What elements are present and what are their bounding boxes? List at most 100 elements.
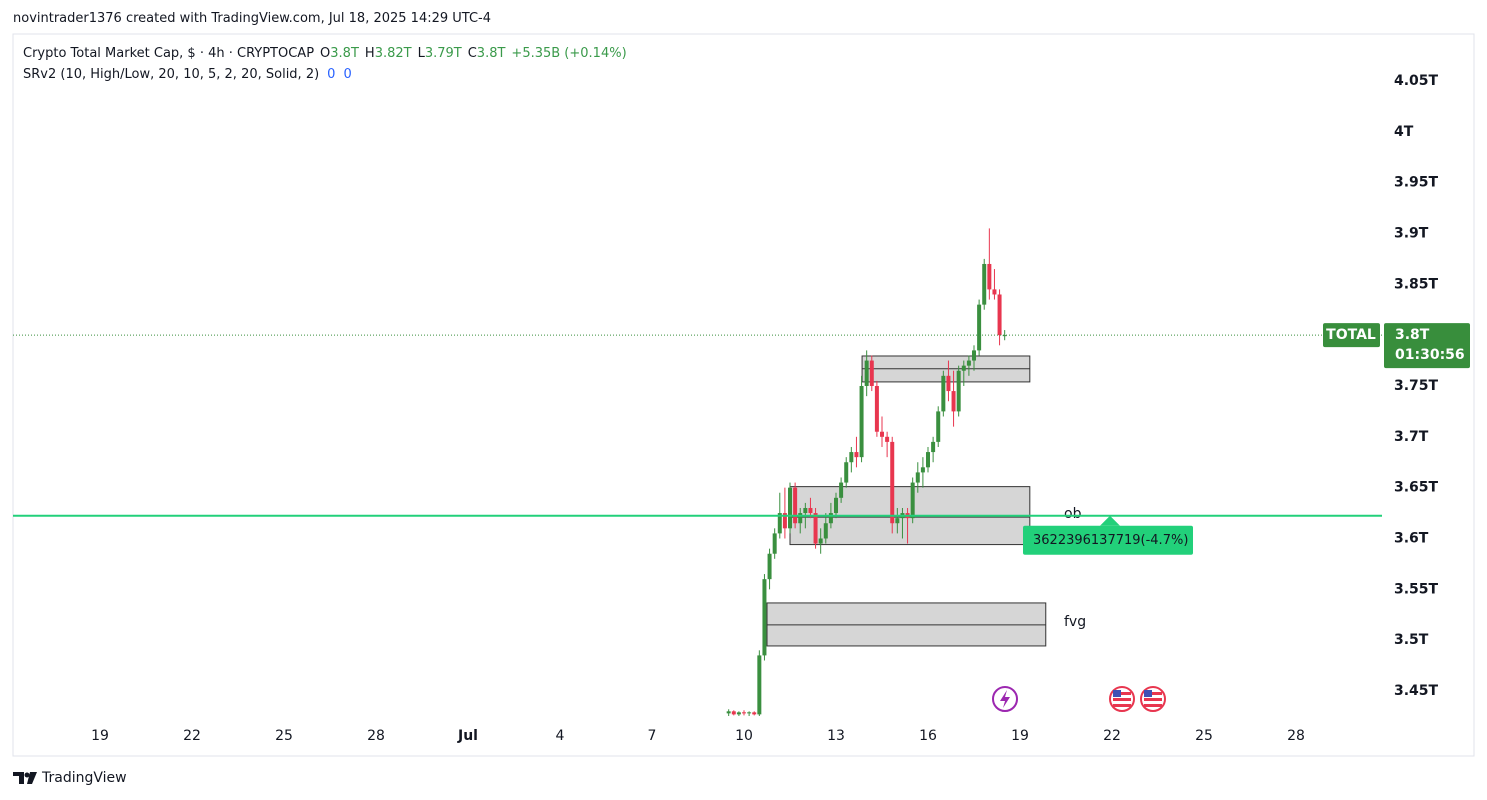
footer-brand: TradingView xyxy=(41,770,127,786)
candle-body xyxy=(823,523,828,539)
y-tick-label: 4.05T xyxy=(1394,73,1439,89)
y-tick-label: 4T xyxy=(1394,124,1414,140)
indicator-name: SRv2 (10, High/Low, 20, 10, 5, 2, 20, So… xyxy=(23,67,320,82)
candle-body xyxy=(941,375,946,412)
last-price-label: 3.8T xyxy=(1395,327,1430,343)
candle-body xyxy=(987,263,992,290)
candle-body xyxy=(772,533,777,554)
legend-line: Crypto Total Market Cap, $ · 4h · CRYPTO… xyxy=(23,46,627,61)
y-tick-label: 3.85T xyxy=(1394,276,1439,292)
candle-body xyxy=(803,507,808,514)
candle-body xyxy=(762,579,767,656)
us-flag-icon[interactable] xyxy=(1140,686,1166,712)
candle-body xyxy=(742,712,747,714)
candle-body xyxy=(982,263,987,305)
event-icons xyxy=(992,686,1166,712)
x-tick-label: 25 xyxy=(1195,728,1213,744)
level-label-box xyxy=(1023,525,1193,555)
candle-body xyxy=(849,452,854,463)
candle-body xyxy=(1002,335,1007,337)
candle-body xyxy=(966,360,971,366)
candle-body xyxy=(931,441,936,453)
x-tick-label: 22 xyxy=(183,728,201,744)
candle-body xyxy=(793,487,798,524)
ohlc-value: 3.82T xyxy=(374,46,412,61)
change: +5.35B (+0.14%) xyxy=(511,46,627,61)
x-tick-label: 13 xyxy=(827,728,845,744)
x-tick-label: 28 xyxy=(367,728,385,744)
candle-body xyxy=(757,655,762,715)
ohlc-value: 3.8T xyxy=(476,46,506,61)
candle-body xyxy=(834,497,839,514)
candle-body xyxy=(854,452,859,458)
candle-body xyxy=(874,385,879,432)
x-tick-label: 25 xyxy=(275,728,293,744)
y-tick-label: 3.5T xyxy=(1394,632,1429,648)
candle-body xyxy=(798,513,803,524)
candle-body xyxy=(926,452,931,468)
candle-body xyxy=(844,462,849,483)
candle-body xyxy=(736,712,741,715)
level-label: 3622396137719(-4.7%) xyxy=(1033,533,1188,548)
y-tick-label: 3.55T xyxy=(1394,581,1439,597)
candle-body xyxy=(885,436,890,442)
ohlc-key: C xyxy=(467,46,477,61)
candle-body xyxy=(777,513,782,534)
x-tick-label: Jul xyxy=(457,728,478,744)
candle-body xyxy=(946,375,951,392)
y-tick-label: 3.45T xyxy=(1394,683,1439,699)
candle-body xyxy=(895,518,900,524)
candle-body xyxy=(818,538,823,544)
indicator-value: 0 xyxy=(343,67,352,82)
ohlc-key: O xyxy=(320,46,331,61)
candle-body xyxy=(915,472,920,483)
y-tick-label: 3.65T xyxy=(1394,480,1439,496)
candle-body xyxy=(920,467,925,473)
candle-body xyxy=(951,391,956,412)
x-tick-label: 10 xyxy=(735,728,753,744)
x-tick-label: 4 xyxy=(556,728,565,744)
candle-body xyxy=(782,513,787,529)
candle-body xyxy=(808,507,813,514)
candle-body xyxy=(828,513,833,524)
zone-label: ob xyxy=(1064,506,1082,522)
candle-body xyxy=(726,711,731,714)
candle-body xyxy=(992,289,997,295)
candle-body xyxy=(788,487,793,529)
ohlc-value: 3.79T xyxy=(424,46,462,61)
price-box xyxy=(1384,323,1470,369)
us-flag-icon[interactable] xyxy=(1109,686,1135,712)
symbol-label: TOTAL xyxy=(1326,327,1376,343)
x-tick-label: 16 xyxy=(919,728,937,744)
candle-body xyxy=(910,482,915,519)
candle-body xyxy=(752,712,757,715)
zone-label: fvg xyxy=(1064,614,1086,630)
candle-body xyxy=(767,553,772,580)
y-tick-label: 3.75T xyxy=(1394,378,1439,394)
candle-body xyxy=(936,411,941,442)
countdown: 01:30:56 xyxy=(1395,347,1465,363)
ohlc-key: L xyxy=(417,46,425,61)
x-tick-label: 19 xyxy=(91,728,109,744)
candle-body xyxy=(864,360,869,386)
chart-title: Crypto Total Market Cap, $ · 4h · CRYPTO… xyxy=(23,46,315,61)
chart-frame xyxy=(12,33,1475,757)
header: novintrader1376 created with TradingView… xyxy=(13,11,492,26)
candle-body xyxy=(869,360,874,386)
candle-body xyxy=(961,365,966,371)
y-tick-label: 3.7T xyxy=(1394,429,1429,445)
candle-body xyxy=(977,304,982,351)
x-tick-label: 7 xyxy=(648,728,657,744)
tv-logo xyxy=(13,772,37,784)
ohlc-value: 3.8T xyxy=(330,46,359,61)
lightning xyxy=(1000,690,1010,708)
ohlc-key: H xyxy=(364,46,375,61)
candle-body xyxy=(880,431,885,437)
x-tick-label: 28 xyxy=(1287,728,1305,744)
candle-body xyxy=(997,294,1002,336)
plot-area xyxy=(726,228,1047,716)
candle-body xyxy=(956,370,961,412)
indicator-line: SRv2 (10, High/Low, 20, 10, 5, 2, 20, So… xyxy=(23,67,360,82)
